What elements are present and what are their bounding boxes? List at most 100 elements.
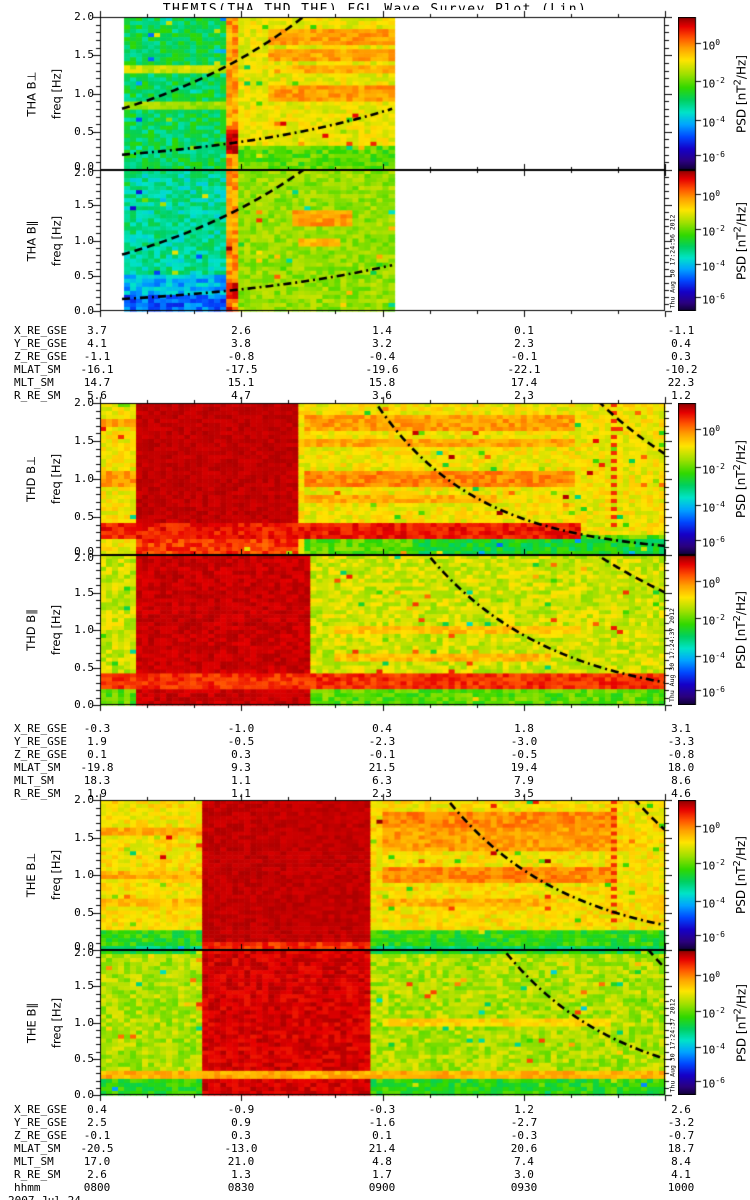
psd-axis-label: PSD [nT2/Hz]	[732, 171, 749, 312]
ephemeris-value: 1.7	[372, 1168, 392, 1181]
freq-axis-label: freq [Hz]	[49, 849, 63, 901]
ephemeris-value: -3.2	[667, 1116, 695, 1129]
freq-axis-label: freq [Hz]	[49, 604, 63, 656]
ephemeris-row-label: MLT_SM	[14, 774, 54, 787]
ephemeris-value: 21.5	[368, 761, 396, 774]
ephemeris-value: 3.2	[372, 337, 392, 350]
psd-colorbar	[678, 800, 704, 950]
colorbar-tick-mantissa: 10	[702, 652, 716, 666]
freq-tick-label: 0.0	[74, 940, 94, 953]
ephemeris-value: 19.4	[510, 761, 538, 774]
colorbar-tick-mantissa: 10	[702, 1043, 716, 1057]
ephemeris-value: 14.7	[83, 376, 111, 389]
psd-axis-label: PSD [nT2/Hz]	[731, 800, 748, 950]
panel-label-tha_bpar: THA B∥	[24, 220, 39, 262]
freq-axis-label: freq [Hz]	[49, 453, 63, 505]
colorbar-tick-exponent: -2	[715, 462, 725, 471]
psd-colorbar	[678, 950, 704, 1095]
ephemeris-value: -13.0	[224, 1142, 258, 1155]
spectrogram-canvas-tha	[93, 10, 672, 318]
colorbar-tick-label: 100	[702, 819, 721, 836]
colorbar-tick-mantissa: 10	[702, 577, 716, 591]
colorbar-tick-label: 10-6	[702, 683, 725, 700]
ephemeris-value: -19.8	[80, 761, 114, 774]
panel-label-tha_bperp: THA B⊥	[24, 71, 39, 117]
ephemeris-value: 18.0	[667, 761, 695, 774]
ephemeris-value: 4.8	[372, 1155, 392, 1168]
ephemeris-row-label: MLT_SM	[14, 376, 54, 389]
ephemeris-row-label: MLT_SM	[14, 1155, 54, 1168]
ephemeris-value: -1.1	[83, 350, 111, 363]
ephemeris-value: 4.1	[87, 337, 107, 350]
colorbar-tick-exponent: -2	[715, 858, 725, 867]
colorbar-tick-label: 10-4	[702, 894, 725, 911]
colorbar-tick-exponent: 0	[715, 189, 721, 198]
colorbar-tick-mantissa: 10	[702, 116, 716, 130]
ephemeris-value: 1.9	[87, 787, 107, 800]
ephemeris-row-label: X_RE_GSE	[14, 722, 67, 735]
colorbar-tick-mantissa: 10	[702, 536, 716, 550]
panel-label-thd_bperp: THD B⊥	[24, 455, 38, 503]
ephemeris-value: -22.1	[507, 363, 541, 376]
ephemeris-value: 1.2	[514, 1103, 534, 1116]
ephemeris-value: 0.1	[87, 748, 107, 761]
ephemeris-value: 9.3	[231, 761, 251, 774]
colorbar-tick-label: 10-4	[702, 649, 725, 666]
panel-label-the_bperp: THE B⊥	[24, 852, 38, 898]
colorbar-tick-label: 10-2	[702, 856, 725, 873]
freq-tick-label: 0.5	[74, 125, 94, 138]
ephemeris-row-label: Y_RE_GSE	[14, 337, 67, 350]
ephemeris-value: 3.1	[671, 722, 691, 735]
freq-tick-label: 0.5	[74, 906, 94, 919]
psd-colorbar	[678, 17, 704, 170]
ephemeris-value: -0.1	[83, 1129, 111, 1142]
psd-axis-label: PSD [nT2/Hz]	[732, 951, 749, 1096]
ephemeris-value: -0.1	[510, 350, 538, 363]
ephemeris-value: 6.3	[372, 774, 392, 787]
freq-tick-label: 1.5	[74, 586, 94, 599]
ephemeris-row-label: R_RE_SM	[14, 787, 61, 800]
ephemeris-value: 0.3	[231, 748, 251, 761]
ephemeris-value: 2.6	[671, 1103, 691, 1116]
ephemeris-value: 3.8	[231, 337, 251, 350]
ephemeris-value: 22.3	[667, 376, 695, 389]
colorbar-tick-label: 10-2	[702, 74, 725, 91]
ephemeris-value: 0.1	[514, 324, 534, 337]
freq-tick-label: 1.0	[74, 1016, 94, 1029]
time-tick-label: 0930	[510, 1181, 538, 1194]
freq-tick-label: 1.0	[74, 472, 94, 485]
colorbar-tick-exponent: -4	[715, 1042, 725, 1051]
ephemeris-row-label: X_RE_GSE	[14, 324, 67, 337]
ephemeris-value: 0.1	[372, 1129, 392, 1142]
colorbar-tick-mantissa: 10	[702, 971, 716, 985]
colorbar-tick-mantissa: 10	[702, 931, 716, 945]
freq-tick-label: 0.0	[74, 698, 94, 711]
colorbar-tick-mantissa: 10	[702, 293, 716, 307]
ephemeris-row-label: Z_RE_GSE	[14, 350, 67, 363]
ephemeris-value: 7.9	[514, 774, 534, 787]
ephemeris-row-label: R_RE_SM	[14, 1168, 61, 1181]
ephemeris-value: -0.3	[83, 722, 111, 735]
psd-label-post: /Hz]	[734, 591, 748, 616]
psd-axis-label: PSD [nT2/Hz]	[732, 18, 749, 171]
ephemeris-value: 4.1	[671, 1168, 691, 1181]
freq-tick-label: 2.0	[74, 10, 94, 23]
ephemeris-value: -1.0	[227, 722, 255, 735]
ephemeris-value: 0.9	[231, 1116, 251, 1129]
render-timestamp: Thu Aug 30 17:24:37 2012	[668, 998, 677, 1093]
colorbar-tick-label: 10-4	[702, 257, 725, 274]
colorbar-tick-mantissa: 10	[702, 425, 716, 439]
colorbar-tick-mantissa: 10	[702, 77, 716, 91]
freq-tick-label: 1.5	[74, 831, 94, 844]
colorbar-tick-mantissa: 10	[702, 897, 716, 911]
ephemeris-row-label: Y_RE_GSE	[14, 735, 67, 748]
time-axis-label: hhmm	[14, 1181, 41, 1194]
ephemeris-value: -20.5	[80, 1142, 114, 1155]
ephemeris-value: -0.5	[227, 735, 255, 748]
ephemeris-value: 3.5	[514, 787, 534, 800]
ephemeris-value: 0.4	[671, 337, 691, 350]
colorbar-tick-exponent: 0	[715, 821, 721, 830]
colorbar-tick-label: 10-6	[702, 533, 725, 550]
freq-tick-label: 1.0	[74, 87, 94, 100]
ephemeris-value: 21.0	[227, 1155, 255, 1168]
